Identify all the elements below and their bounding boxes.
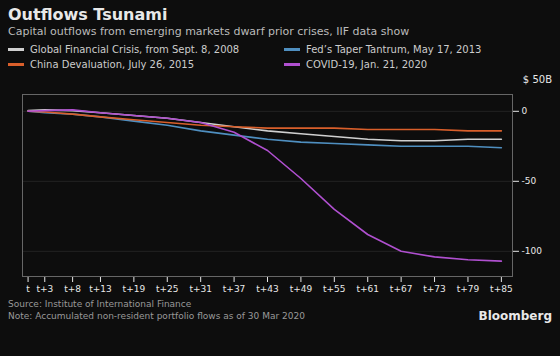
html-text:$ 50B: $ 50B — [522, 74, 552, 85]
svg-text:t+37: t+37 — [223, 284, 246, 294]
svg-text:t+3: t+3 — [36, 284, 53, 294]
html-text:Fed’s Taper Tantrum, May 17, 2: Fed’s Taper Tantrum, May 17, 2013 — [306, 44, 482, 55]
svg-text:-50: -50 — [522, 176, 537, 186]
svg-text:t+49: t+49 — [290, 284, 313, 294]
svg-text:-100: -100 — [522, 246, 543, 256]
html-text:China Devaluation, July 26, 20: China Devaluation, July 26, 2015 — [30, 59, 195, 70]
html-text:Capital outflows from emerging: Capital outflows from emerging markets d… — [8, 25, 410, 38]
svg-text:t+85: t+85 — [490, 284, 513, 294]
html-text:Note: Accumulated non-resident: Note: Accumulated non-resident portfolio… — [8, 311, 305, 321]
svg-text:0: 0 — [522, 106, 528, 116]
svg-text:t+19: t+19 — [123, 284, 146, 294]
svg-text:t+13: t+13 — [89, 284, 112, 294]
svg-text:t+79: t+79 — [457, 284, 480, 294]
html-text:Global Financial Crisis, from: Global Financial Crisis, from Sept. 8, 2… — [30, 44, 240, 55]
svg-text:t+43: t+43 — [256, 284, 279, 294]
svg-text:t: t — [26, 284, 30, 294]
svg-text:t+31: t+31 — [189, 284, 212, 294]
html-text:Source: Institute of Internati: Source: Institute of International Finan… — [8, 299, 192, 309]
svg-text:t+55: t+55 — [323, 284, 346, 294]
svg-text:t+61: t+61 — [356, 284, 379, 294]
html-text:Outflows Tsunami: Outflows Tsunami — [8, 5, 168, 24]
svg-text:t+8: t+8 — [64, 284, 81, 294]
html-text:COVID-19, Jan. 21, 2020: COVID-19, Jan. 21, 2020 — [306, 59, 428, 70]
svg-text:t+67: t+67 — [390, 284, 413, 294]
html-text:Bloomberg: Bloomberg — [478, 309, 552, 323]
svg-text:t+73: t+73 — [423, 284, 446, 294]
svg-text:t+25: t+25 — [156, 284, 179, 294]
